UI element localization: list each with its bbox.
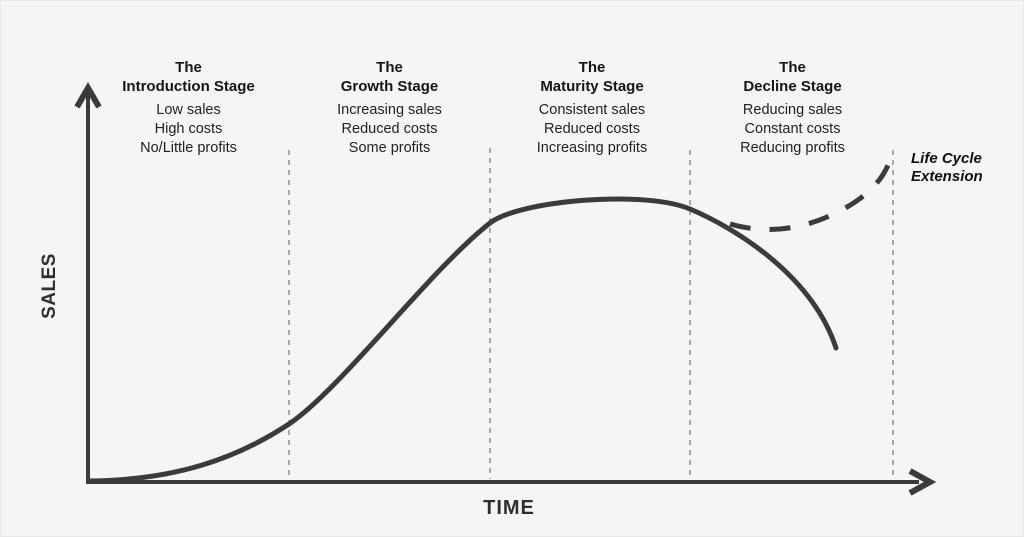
- stage-maturity: The Maturity Stage Consistent sales Redu…: [492, 58, 692, 158]
- stage-point: Low sales: [156, 102, 221, 118]
- stage-point: Reducing profits: [740, 140, 845, 156]
- extension-curve: [729, 159, 893, 232]
- y-axis-label: SALES: [39, 253, 60, 319]
- stage-point: Increasing sales: [337, 102, 442, 118]
- stage-point: Increasing profits: [536, 140, 648, 156]
- y-axis-arrow-icon: [74, 82, 102, 109]
- extension-label-line: Life Cycle: [911, 150, 982, 167]
- stage-title-line: The: [779, 59, 806, 76]
- stage-point: Reduced costs: [341, 121, 438, 137]
- stage-point: No/Little profits: [140, 140, 237, 156]
- stage-point: Some profits: [348, 140, 431, 156]
- stage-maturity-title: The Maturity Stage: [492, 58, 692, 96]
- life-cycle-curve: [87, 196, 839, 484]
- stage-point: Reduced costs: [544, 121, 640, 137]
- x-axis-label: TIME: [483, 497, 535, 519]
- stage-decline-title: The Decline Stage: [692, 58, 893, 96]
- stage-introduction: The Introduction Stage Low sales High co…: [88, 58, 289, 158]
- stage-title-line: The: [578, 59, 606, 76]
- stage-title-line: Maturity Stage: [540, 78, 644, 95]
- extension-label: Life Cycle Extension: [911, 150, 983, 185]
- stage-title-line: Decline Stage: [743, 78, 842, 95]
- stage-title-line: Growth Stage: [340, 78, 439, 95]
- stage-point: Reducing sales: [742, 102, 843, 118]
- stage-decline: The Decline Stage Reducing sales Constan…: [692, 58, 893, 158]
- stage-title-line: The: [175, 59, 202, 76]
- extension-label-line: Extension: [911, 167, 983, 185]
- stage-growth: The Growth Stage Increasing sales Reduce…: [289, 58, 490, 158]
- stage-introduction-title: The Introduction Stage: [88, 58, 289, 96]
- stage-point: Constant costs: [744, 121, 841, 137]
- stage-point: High costs: [154, 121, 223, 137]
- x-axis-arrow-icon: [908, 468, 937, 496]
- stage-growth-title: The Growth Stage: [289, 58, 490, 96]
- stage-title-line: The: [376, 59, 403, 76]
- stage-title-line: Introduction Stage: [122, 78, 255, 95]
- stage-point: Consistent sales: [538, 102, 646, 118]
